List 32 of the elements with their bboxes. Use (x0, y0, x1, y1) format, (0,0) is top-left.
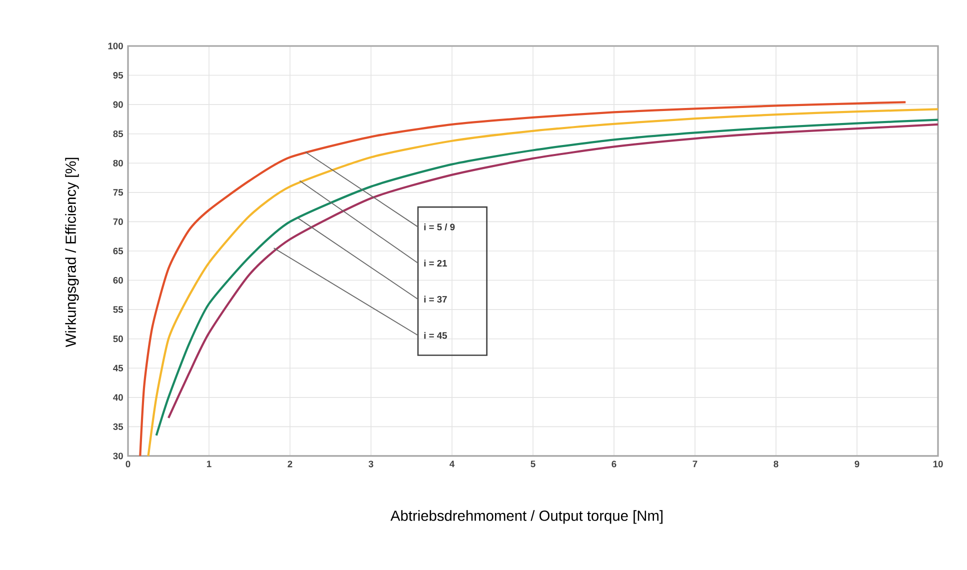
x-tick-label: 7 (692, 460, 698, 468)
y-tick-label: 100 (108, 42, 123, 50)
y-tick-label: 80 (113, 160, 123, 166)
y-tick-label: 65 (113, 248, 124, 254)
x-axis-title: Abtriebsdrehmoment / Output torque [Nm] (390, 510, 662, 524)
y-tick-label: 35 (113, 423, 124, 430)
y-tick-label: 85 (113, 130, 124, 138)
y-tick-label: 30 (113, 452, 123, 460)
y-axis-title: Wirkungsgrad / Efficiency [%] (65, 158, 79, 348)
x-tick-label: 8 (774, 460, 778, 468)
y-tick-label: 45 (113, 364, 124, 372)
x-tick-label: 0 (126, 460, 130, 468)
y-tick-label: 40 (113, 394, 123, 401)
x-tick-label: 4 (450, 460, 455, 468)
x-tick-label: 5 (530, 460, 536, 468)
y-tick-label: 50 (113, 336, 123, 342)
annotation: i = 5 / 9 (424, 223, 455, 230)
x-tick-label: 9 (854, 460, 860, 468)
y-tick-label: 55 (113, 306, 124, 313)
x-tick-label: 6 (612, 460, 616, 468)
y-tick-label: 90 (113, 101, 123, 108)
y-tick-label: 75 (113, 189, 124, 196)
y-tick-label: 60 (113, 276, 123, 284)
annotation: i = 45 (424, 332, 447, 339)
annotation: i = 37 (424, 296, 447, 303)
x-tick-label: 3 (368, 460, 374, 468)
x-tick-label: 10 (933, 460, 943, 468)
x-tick-label: 1 (206, 460, 212, 468)
annotation: i = 21 (424, 260, 447, 266)
x-tick-label: 2 (288, 460, 292, 468)
y-tick-label: 95 (113, 72, 124, 79)
y-tick-label: 70 (113, 218, 123, 225)
